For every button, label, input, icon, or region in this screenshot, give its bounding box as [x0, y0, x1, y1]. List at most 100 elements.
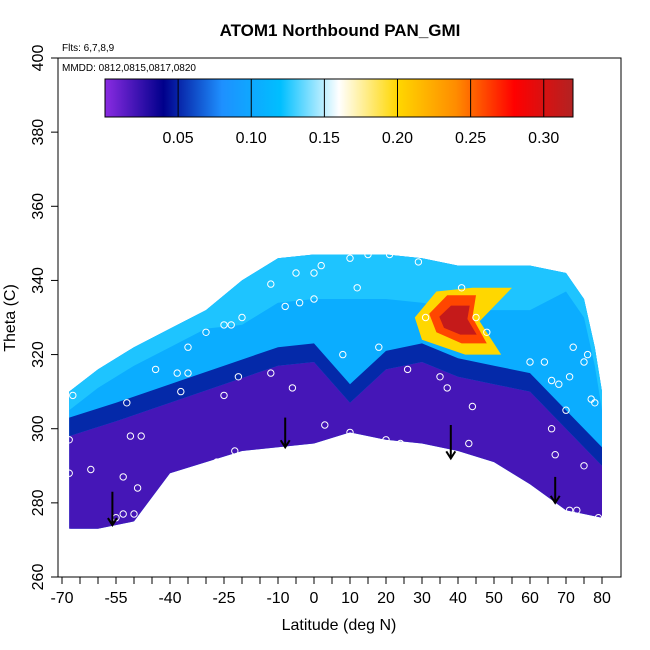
colorbar-tick-label: 0.25 — [455, 130, 486, 147]
sample-point — [436, 373, 444, 381]
sample-point — [267, 280, 275, 288]
sample-point — [202, 328, 210, 336]
sample-point — [123, 399, 131, 407]
x-tick-label: 30 — [413, 590, 431, 607]
sample-point — [421, 313, 430, 322]
sonde-arrow — [549, 476, 561, 505]
x-tick-label: 40 — [449, 590, 467, 607]
sample-point — [555, 380, 563, 388]
field-layer — [69, 254, 602, 529]
plot-frame — [57, 57, 622, 578]
sample-point — [151, 365, 160, 374]
sample-point — [227, 321, 235, 329]
sample-point — [234, 373, 243, 381]
sample-point — [594, 514, 603, 522]
sample-point — [364, 250, 372, 259]
sample-point — [472, 313, 480, 322]
sample-point — [562, 406, 570, 414]
y-axis-label: Theta (C) — [2, 284, 19, 352]
sample-point — [213, 458, 221, 466]
y-tick-label: 400 — [30, 45, 47, 72]
field-lower-band — [69, 362, 602, 529]
sample-point — [177, 387, 185, 396]
sample-point — [483, 328, 491, 336]
sample-point — [385, 250, 394, 259]
sample-point — [339, 350, 347, 359]
y-axis: 260 280 300 320 340 360 380 400 — [30, 45, 58, 591]
sample-point — [281, 302, 289, 311]
sample-point — [87, 465, 95, 474]
y-tick-label: 300 — [30, 415, 47, 442]
sample-point — [414, 258, 423, 266]
sample-point — [346, 428, 354, 437]
sample-point — [403, 365, 412, 374]
sample-point — [220, 321, 228, 329]
sample-point — [65, 528, 73, 537]
colorbar: 0.05 0.10 0.15 0.20 0.25 0.30 — [104, 78, 574, 147]
x-tick-label: -25 — [212, 590, 235, 607]
dates-note: MMDD: 0812,0815,0817,0820 — [62, 63, 196, 74]
colorbar-gradient — [104, 78, 574, 118]
sample-point — [569, 343, 577, 351]
arrows-layer — [107, 417, 561, 527]
y-tick-label: 320 — [30, 341, 47, 368]
sample-point — [465, 439, 473, 448]
arrow-head — [279, 439, 291, 450]
hotspot-core — [439, 305, 477, 335]
colorbar-tick-label: 0.15 — [309, 130, 340, 147]
sample-point — [353, 284, 361, 292]
sample-point — [295, 299, 304, 307]
chart-title: ATOM1 Northbound PAN_GMI — [220, 21, 461, 40]
arrow-head — [549, 495, 561, 505]
flights-note: Flts: 6,7,8,9 — [62, 43, 115, 54]
sample-point — [321, 421, 329, 429]
colorbar-tick-label: 0.30 — [528, 130, 559, 147]
sample-point — [547, 425, 556, 433]
sample-point — [184, 369, 192, 377]
y-tick-label: 260 — [30, 564, 47, 591]
sample-point — [573, 506, 581, 514]
sample-point — [184, 343, 192, 351]
sample-point — [69, 391, 77, 400]
x-tick-label: 10 — [341, 590, 359, 607]
sample-point — [238, 313, 246, 322]
colorbar-tick-label: 0.05 — [163, 130, 194, 147]
sample-point — [292, 269, 300, 277]
sample-point — [551, 451, 559, 459]
sample-point — [526, 358, 534, 366]
sample-point — [220, 391, 228, 400]
x-tick-label: 50 — [485, 590, 503, 607]
x-tick-label: -70 — [50, 590, 73, 607]
sample-point — [580, 358, 588, 366]
x-tick-label: 70 — [557, 590, 575, 607]
y-tick-label: 360 — [30, 193, 47, 220]
sample-point — [267, 369, 275, 377]
sonde-arrow — [445, 425, 457, 461]
sample-point — [180, 469, 189, 477]
field-ridge-strip — [69, 343, 602, 466]
sample-point — [133, 484, 142, 492]
sample-point — [137, 432, 145, 440]
y-tick-label: 280 — [30, 489, 47, 516]
sample-point — [119, 473, 127, 481]
sample-point — [310, 269, 318, 277]
sample-point — [468, 402, 477, 411]
sample-point — [540, 358, 549, 366]
sample-point — [173, 369, 181, 377]
sonde-arrow — [279, 417, 291, 450]
sample-point — [457, 284, 466, 292]
x-tick-label: 20 — [377, 590, 395, 607]
sample-point — [580, 462, 588, 470]
sample-point — [65, 469, 73, 477]
x-tick-label: 0 — [310, 590, 319, 607]
x-axis: -70 -55 -40 -25 -10 0 10 20 30 40 50 60 70 80 — [50, 577, 611, 607]
samples-layer — [65, 250, 603, 540]
sample-point — [119, 510, 127, 518]
sonde-arrow — [107, 491, 118, 527]
y-tick-label: 340 — [30, 267, 47, 294]
x-tick-label: -40 — [158, 590, 181, 607]
sample-point — [126, 432, 135, 440]
sample-point — [591, 399, 599, 407]
x-tick-label: 60 — [521, 590, 539, 607]
